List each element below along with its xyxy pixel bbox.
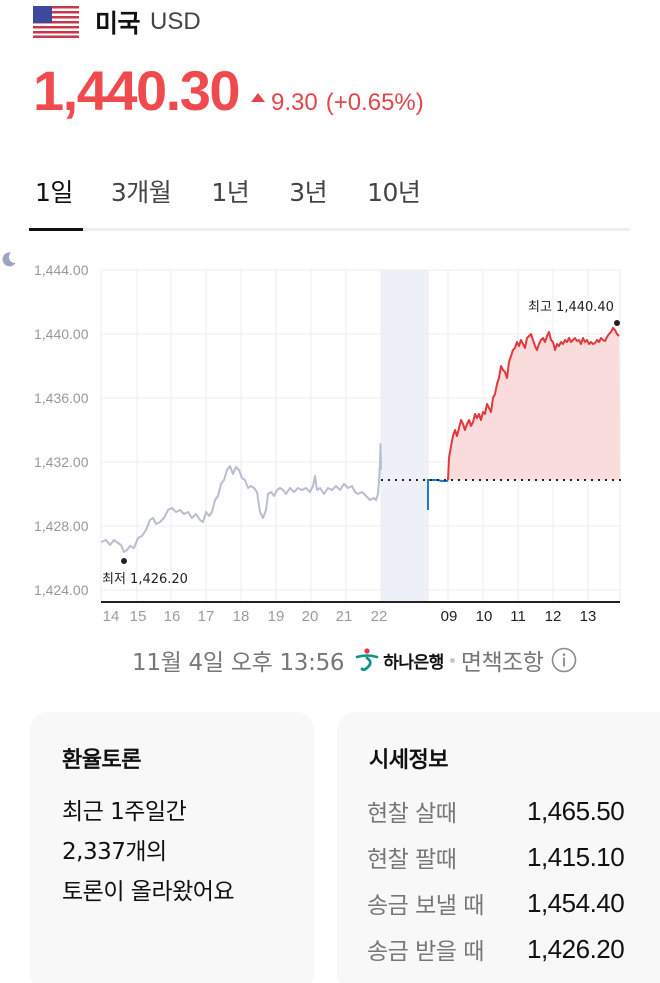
- y-tick: 1,436.00: [34, 390, 89, 406]
- rate-value: 1,454.40: [527, 887, 625, 918]
- y-tick: 1,424.00: [34, 582, 89, 598]
- rate-label: 송금 보낼 때: [367, 893, 484, 919]
- info-icon[interactable]: [551, 647, 577, 673]
- currency-code: USD: [150, 8, 201, 35]
- x-tick: 11: [510, 608, 526, 625]
- y-tick: 1,428.00: [34, 518, 89, 534]
- low-annotation: 최저 1,426.20: [102, 572, 188, 587]
- debate-line: 토론이 올라왔어요: [62, 879, 235, 905]
- y-tick: 1,432.00: [34, 454, 89, 470]
- card-title: 시세정보: [369, 748, 448, 773]
- tab-3y[interactable]: 3년: [289, 178, 328, 207]
- rate-label: 현찰 팔때: [367, 847, 457, 873]
- period-tabs: 1일 3개월 1년 3년 10년: [29, 170, 630, 232]
- x-tick: 09: [440, 608, 458, 625]
- x-tick: 20: [301, 608, 319, 625]
- current-price: 1,440.30: [33, 59, 240, 122]
- x-tick: 10: [475, 608, 493, 625]
- x-tick: 16: [163, 608, 181, 625]
- active-tab-indicator: [29, 228, 83, 231]
- rate-row: 현찰 살때 1,465.50: [367, 788, 637, 834]
- source-info: 11월 4일 오후 13:56 하나은행 면책조항: [132, 643, 577, 677]
- change-amount: 9.30: [270, 89, 318, 116]
- tab-1y[interactable]: 1년: [211, 178, 250, 207]
- rate-info-card: 시세정보 현찰 살때 1,465.50 현찰 팔때 1,415.10 송금 보낼…: [337, 712, 660, 983]
- tab-10y[interactable]: 10년: [367, 178, 421, 207]
- moon-icon: [2, 252, 16, 267]
- x-tick: 12: [544, 608, 562, 625]
- card-title: 환율토론: [62, 748, 141, 773]
- separator-dot: [449, 657, 455, 663]
- x-tick: 17: [197, 608, 215, 625]
- tab-3m[interactable]: 3개월: [110, 178, 172, 207]
- change-percent: (+0.65%): [325, 89, 424, 116]
- rate-row: 현찰 팔때 1,415.10: [367, 834, 637, 880]
- us-flag-icon: [33, 6, 79, 38]
- rate-value: 1,426.20: [527, 933, 625, 964]
- x-tick: 21: [335, 608, 353, 625]
- up-triangle-icon: [250, 93, 265, 102]
- x-tick: 22: [370, 608, 388, 625]
- rate-row: 송금 보낼 때 1,454.40: [367, 880, 637, 926]
- debate-line: 최근 1주일간: [62, 799, 187, 825]
- exchange-rate-chart[interactable]: 1,444.00 1,440.00 1,436.00 1,432.00 1,42…: [0, 250, 660, 635]
- rate-value: 1,465.50: [527, 795, 625, 826]
- bank-name: 하나은행: [383, 652, 444, 673]
- hana-bank-logo-icon: [355, 648, 379, 672]
- timestamp: 11월 4일 오후 13:56: [132, 650, 345, 676]
- rate-value: 1,415.10: [527, 841, 625, 872]
- price-change: 9.30 (+0.65%): [250, 89, 424, 117]
- y-tick: 1,444.00: [34, 262, 89, 278]
- debate-summary: 최근 1주일간 2,337개의 토론이 올라왔어요: [62, 792, 235, 912]
- currency-header: 미국 USD: [33, 4, 201, 40]
- x-tick: 15: [129, 608, 147, 625]
- disclaimer-link[interactable]: 면책조항: [460, 650, 544, 676]
- chart-plot: [100, 269, 622, 603]
- rate-list: 현찰 살때 1,465.50 현찰 팔때 1,415.10 송금 보낼 때 1,…: [367, 788, 637, 972]
- x-tick: 13: [579, 608, 597, 625]
- high-annotation: 최고 1,440.40: [528, 300, 614, 315]
- tab-1d[interactable]: 1일: [35, 178, 73, 207]
- exchange-debate-card[interactable]: 환율토론 최근 1주일간 2,337개의 토론이 올라왔어요: [30, 712, 314, 983]
- rate-label: 송금 받을 때: [367, 939, 484, 965]
- y-tick: 1,440.00: [34, 326, 89, 342]
- tab-track: [29, 228, 630, 231]
- rate-row: 송금 받을 때 1,426.20: [367, 926, 637, 972]
- x-tick: 18: [232, 608, 250, 625]
- rate-label: 현찰 살때: [367, 801, 457, 827]
- x-tick: 19: [267, 608, 285, 625]
- x-tick: 14: [102, 608, 120, 625]
- debate-line: 2,337개의: [62, 839, 167, 865]
- quote: 1,440.30 9.30 (+0.65%): [33, 58, 424, 123]
- bank-source: 하나은행: [354, 647, 444, 673]
- country-name: 미국: [95, 9, 141, 38]
